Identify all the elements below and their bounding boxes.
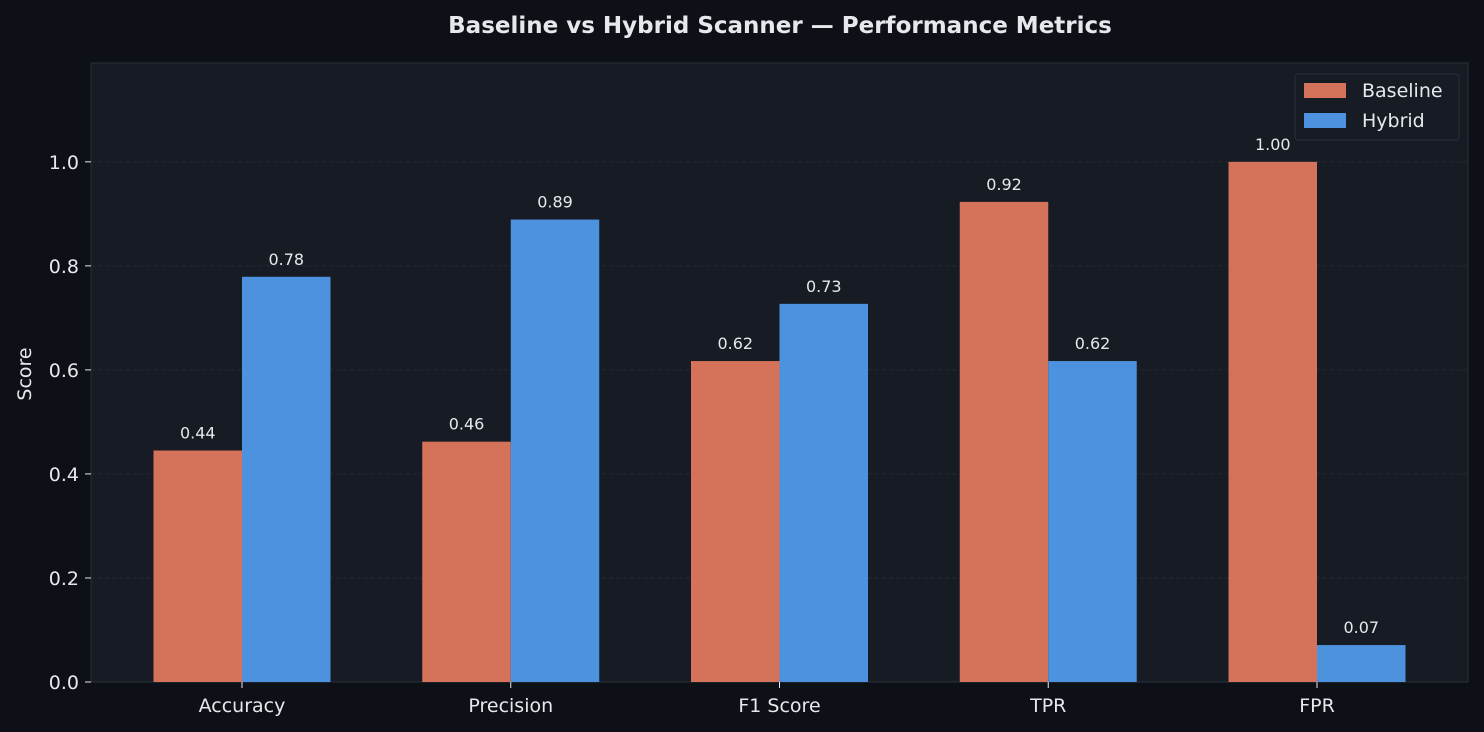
bar-hybrid-precision (510, 219, 600, 682)
bar-baseline-accuracy (153, 450, 242, 682)
legend-label-baseline: Baseline (1362, 80, 1443, 102)
bar-hybrid-fpr (1317, 645, 1406, 682)
x-tick-label: F1 Score (738, 695, 820, 717)
bar-baseline-precision (422, 441, 511, 682)
bar-value-label: 0.89 (537, 193, 573, 212)
y-tick-label: 0.2 (49, 568, 79, 590)
bar-baseline-f1-score (691, 361, 780, 682)
x-tick-label: Accuracy (199, 695, 286, 717)
chart-title: Baseline vs Hybrid Scanner — Performance… (448, 13, 1112, 39)
y-axis-ticks: 0.0 0.2 0.4 0.6 0.8 1.0 (49, 152, 91, 694)
bars: 0.44 0.78 0.46 0.89 0.62 0.73 0.92 0.62 1.00 0.07 (153, 135, 1406, 683)
bar-hybrid-accuracy (242, 276, 331, 682)
bar-value-label: 0.07 (1343, 618, 1379, 637)
bar-value-label: 0.44 (180, 424, 216, 443)
x-tick-label: FPR (1299, 695, 1335, 717)
y-tick-label: 0.4 (49, 464, 79, 486)
legend: Baseline Hybrid (1294, 73, 1460, 141)
legend-swatch-baseline (1304, 83, 1346, 98)
bar-value-label: 0.62 (1075, 334, 1111, 353)
legend-swatch-hybrid (1304, 113, 1346, 128)
bar-hybrid-tpr (1048, 361, 1137, 682)
x-axis-ticks: Accuracy Precision F1 Score TPR FPR (199, 682, 1335, 717)
bar-baseline-fpr (1228, 161, 1317, 683)
y-tick-label: 0.0 (49, 672, 79, 694)
bar-baseline-tpr (959, 201, 1049, 682)
bar-value-label: 0.73 (806, 277, 842, 296)
bar-value-label: 0.46 (449, 415, 485, 434)
y-tick-label: 0.6 (49, 360, 79, 382)
bar-value-label: 0.92 (986, 175, 1022, 194)
y-axis-label: Score (14, 347, 36, 400)
legend-label-hybrid: Hybrid (1362, 110, 1425, 132)
x-tick-label: Precision (468, 695, 553, 717)
bar-hybrid-f1-score (779, 303, 868, 682)
bar-value-label: 0.62 (717, 334, 753, 353)
bar-value-label: 0.78 (268, 250, 304, 269)
y-tick-label: 0.8 (49, 256, 79, 278)
x-tick-label: TPR (1029, 695, 1066, 717)
bar-value-label: 1.00 (1255, 135, 1291, 154)
y-tick-label: 1.0 (49, 152, 79, 174)
